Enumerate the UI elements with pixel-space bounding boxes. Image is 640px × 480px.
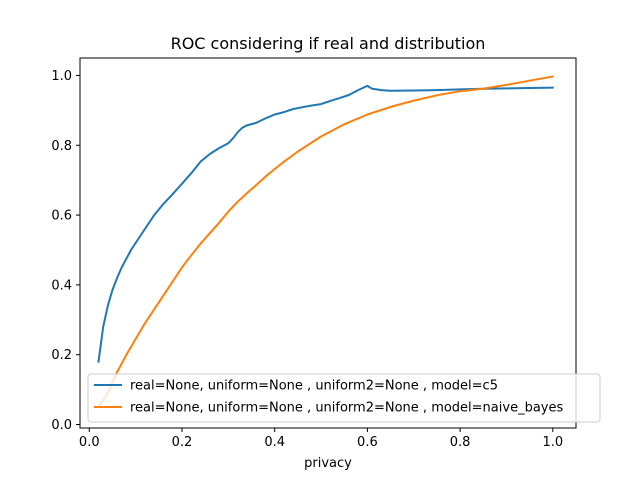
x-tick-label: 0.4	[264, 435, 285, 450]
x-tick-label: 0.6	[357, 435, 378, 450]
plot-lines	[97, 75, 554, 409]
x-tick-label: 0.2	[172, 435, 193, 450]
chart-title: ROC considering if real and distribution	[171, 34, 486, 53]
legend-box	[87, 373, 601, 423]
y-tick-label: 0.6	[51, 209, 72, 224]
series-line-0	[97, 84, 554, 363]
series-line-1	[97, 75, 554, 409]
legend: real=None, uniform=None , uniform2=None …	[87, 373, 601, 423]
x-tick-label: 0.8	[450, 435, 471, 450]
x-tick-label: 1.0	[542, 435, 563, 450]
x-axis-label: privacy	[304, 456, 352, 471]
y-tick-label: 0.8	[51, 139, 72, 154]
legend-label-naive-bayes: real=None, uniform=None , uniform2=None …	[130, 401, 563, 416]
x-axis: 0.0 0.2 0.4 0.6 0.8 1.0	[79, 428, 563, 450]
y-tick-label: 1.0	[51, 69, 72, 84]
legend-label-c5: real=None, uniform=None , uniform2=None …	[130, 379, 498, 394]
y-tick-label: 0.0	[51, 418, 72, 433]
x-tick-label: 0.0	[79, 435, 100, 450]
y-tick-label: 0.2	[51, 348, 72, 363]
plot-frame	[79, 57, 577, 429]
y-axis: 0.0 0.2 0.4 0.6 0.8 1.0	[51, 69, 80, 433]
y-tick-label: 0.4	[51, 278, 72, 293]
